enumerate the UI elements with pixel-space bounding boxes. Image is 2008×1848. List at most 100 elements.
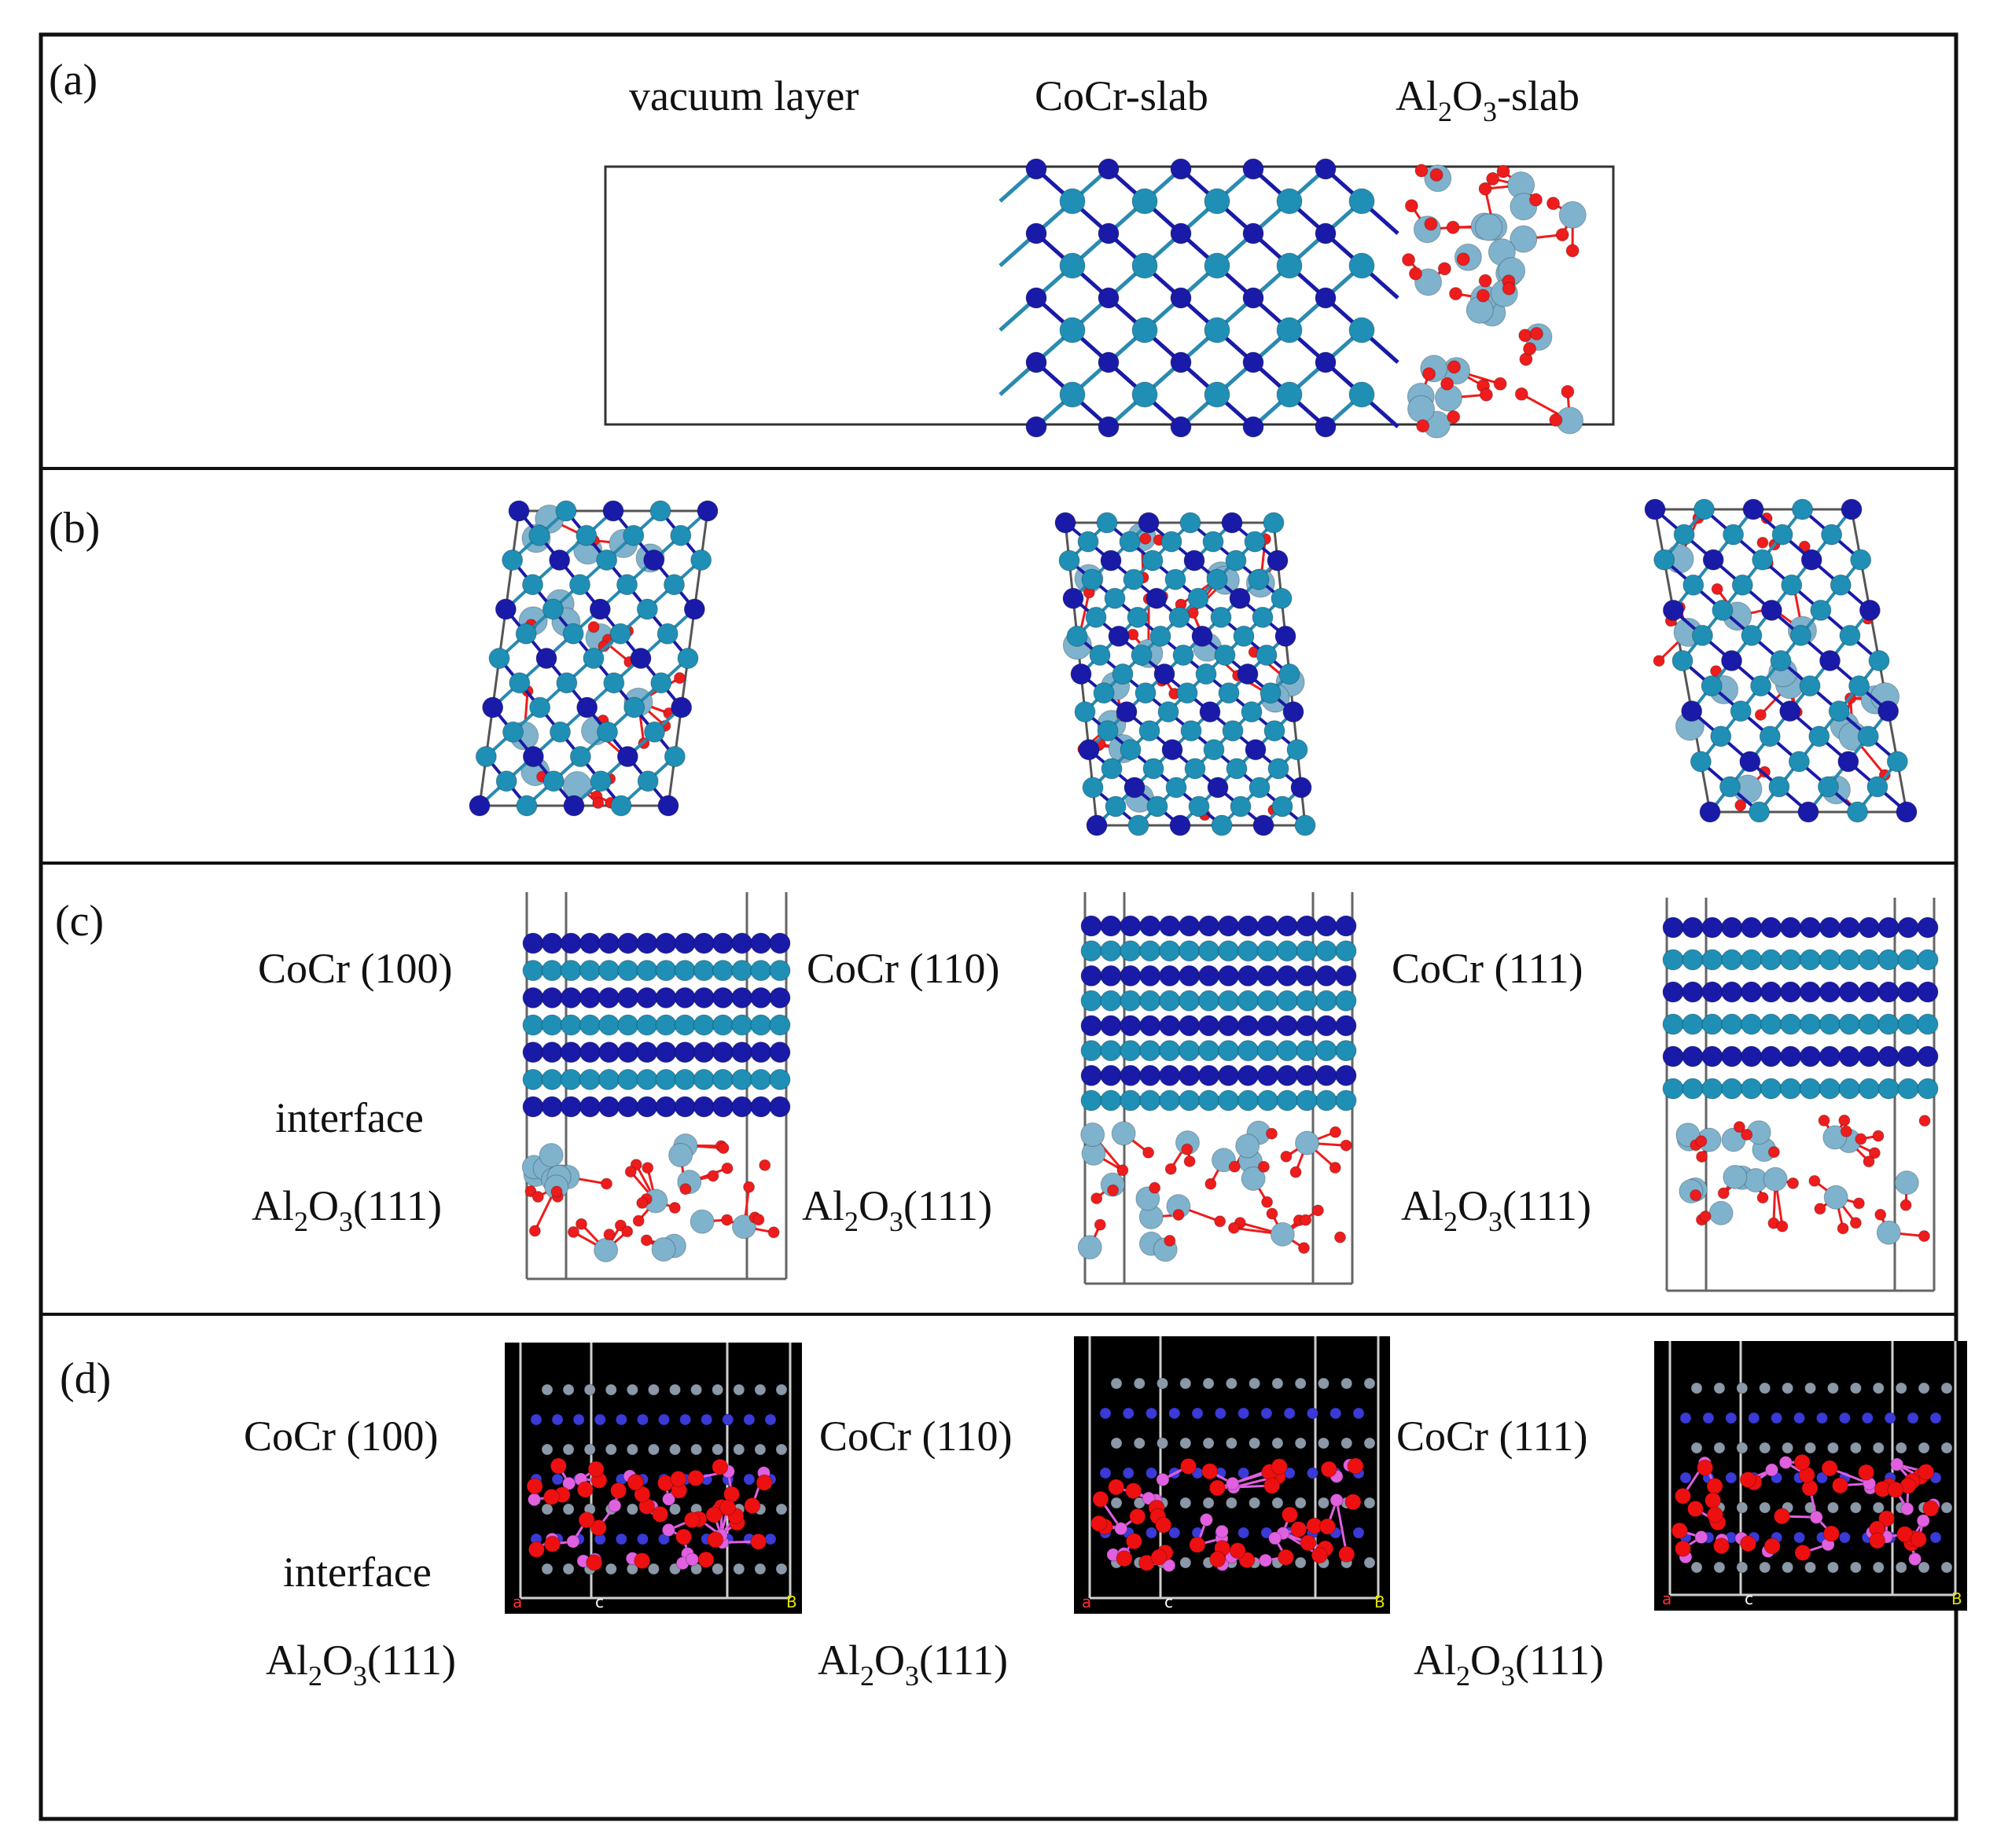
metal-atom-grey xyxy=(1782,1561,1794,1574)
co-atom xyxy=(1296,964,1318,986)
cr-atom xyxy=(1204,252,1230,279)
metal-atom-blue xyxy=(551,1413,564,1426)
metal-atom-grey xyxy=(712,1383,724,1396)
co-atom xyxy=(769,986,791,1009)
cr-atom xyxy=(655,960,677,982)
metal-atom-grey xyxy=(1317,1497,1329,1509)
al-atom xyxy=(1199,1512,1213,1527)
oxygen-atom xyxy=(1090,1515,1108,1532)
co-atom xyxy=(1170,287,1192,309)
cr-atom xyxy=(541,1014,563,1036)
cr-atom xyxy=(1263,720,1285,742)
co-atom xyxy=(1078,739,1100,761)
co-atom xyxy=(563,795,585,817)
cr-atom xyxy=(1315,990,1337,1012)
axis-label: c xyxy=(595,1593,604,1611)
co-atom xyxy=(1721,917,1743,939)
metal-atom-blue xyxy=(636,1413,649,1426)
metal-atom-grey xyxy=(541,1503,553,1516)
metal-atom-grey xyxy=(647,1383,660,1396)
co-atom xyxy=(1198,964,1220,986)
oxygen-atom xyxy=(1887,1481,1904,1498)
co-atom xyxy=(1819,917,1841,939)
cr-atom xyxy=(1256,644,1278,666)
metal-atom-grey xyxy=(1940,1501,1953,1514)
oxygen-atom xyxy=(697,1551,715,1568)
cr-atom xyxy=(1866,776,1888,798)
oxygen-atom xyxy=(1338,1545,1355,1563)
cr-atom xyxy=(1682,1078,1704,1100)
co-atom xyxy=(1159,1064,1181,1086)
cr-atom xyxy=(1138,720,1160,742)
metal-atom-grey xyxy=(1759,1382,1771,1394)
co-atom xyxy=(1276,1015,1298,1037)
co-atom xyxy=(1917,981,1939,1003)
cr-atom xyxy=(1296,1040,1318,1062)
cr-atom xyxy=(1760,949,1782,971)
co-atom xyxy=(1025,222,1047,244)
oxygen-atom xyxy=(1116,1164,1129,1177)
oxygen-atom xyxy=(1329,1126,1341,1138)
cr-atom xyxy=(1760,1078,1782,1100)
axis-label: c xyxy=(1745,1589,1753,1608)
co-atom xyxy=(1242,416,1264,438)
axis-label: a xyxy=(1662,1589,1671,1608)
co-atom xyxy=(750,1042,772,1064)
al-atom xyxy=(1558,200,1587,229)
al-atom xyxy=(1268,1531,1282,1545)
co-atom xyxy=(636,986,658,1009)
cr-atom xyxy=(1799,949,1821,971)
co-atom xyxy=(1897,1045,1919,1067)
co-atom xyxy=(1217,1064,1239,1086)
cr-atom xyxy=(1828,700,1850,722)
cr-atom xyxy=(1159,990,1181,1012)
co-atom xyxy=(1838,1045,1860,1067)
co-atom xyxy=(616,746,638,767)
co-atom xyxy=(1124,777,1146,799)
cr-atom xyxy=(1204,188,1230,215)
co-atom xyxy=(1183,549,1205,571)
cr-atom xyxy=(609,623,631,645)
metal-atom-blue xyxy=(1679,1412,1692,1424)
co-atom xyxy=(1170,416,1192,438)
cr-atom xyxy=(1694,498,1715,520)
cr-atom xyxy=(560,960,582,982)
co-atom xyxy=(1025,351,1047,373)
metal-atom-blue xyxy=(1238,1407,1250,1420)
cr-atom xyxy=(1093,682,1115,704)
al-atom xyxy=(1894,1170,1919,1196)
cr-atom xyxy=(1877,1078,1900,1100)
co-atom xyxy=(1086,814,1108,836)
metal-atom-blue xyxy=(1238,1527,1250,1539)
cr-atom xyxy=(502,549,524,571)
cr-atom xyxy=(1335,990,1357,1012)
metal-atom-grey xyxy=(1317,1437,1329,1449)
cr-atom xyxy=(590,770,612,792)
al-atom xyxy=(1080,1122,1105,1147)
cr-atom xyxy=(1682,949,1704,971)
oxygen-atom xyxy=(1496,164,1510,178)
co-atom xyxy=(522,986,544,1009)
oxygen-atom xyxy=(712,1458,729,1475)
oxygen-atom xyxy=(1228,1160,1241,1173)
metal-atom-blue xyxy=(1214,1407,1226,1420)
co-atom xyxy=(560,932,582,954)
cr-atom xyxy=(569,746,591,767)
cr-atom xyxy=(1059,381,1086,408)
al-atom xyxy=(1765,1463,1779,1477)
cr-atom xyxy=(603,672,625,694)
co-atom xyxy=(769,932,791,954)
cr-atom xyxy=(515,623,537,645)
oxygen-atom xyxy=(1263,1477,1281,1494)
c-label-al2o3-3: Al2O3(111) xyxy=(1401,1182,1591,1237)
oxygen-atom xyxy=(1855,1133,1867,1145)
oxygen-atom xyxy=(1404,199,1418,213)
oxygen-atom xyxy=(1183,1155,1196,1167)
cr-atom xyxy=(656,623,679,645)
metal-atom-grey xyxy=(541,1443,553,1456)
co-atom xyxy=(750,1096,772,1118)
metal-atom-grey xyxy=(562,1563,575,1575)
cr-atom xyxy=(610,795,632,817)
oxygen-atom xyxy=(1116,1550,1133,1567)
oxygen-atom xyxy=(1858,1464,1875,1481)
